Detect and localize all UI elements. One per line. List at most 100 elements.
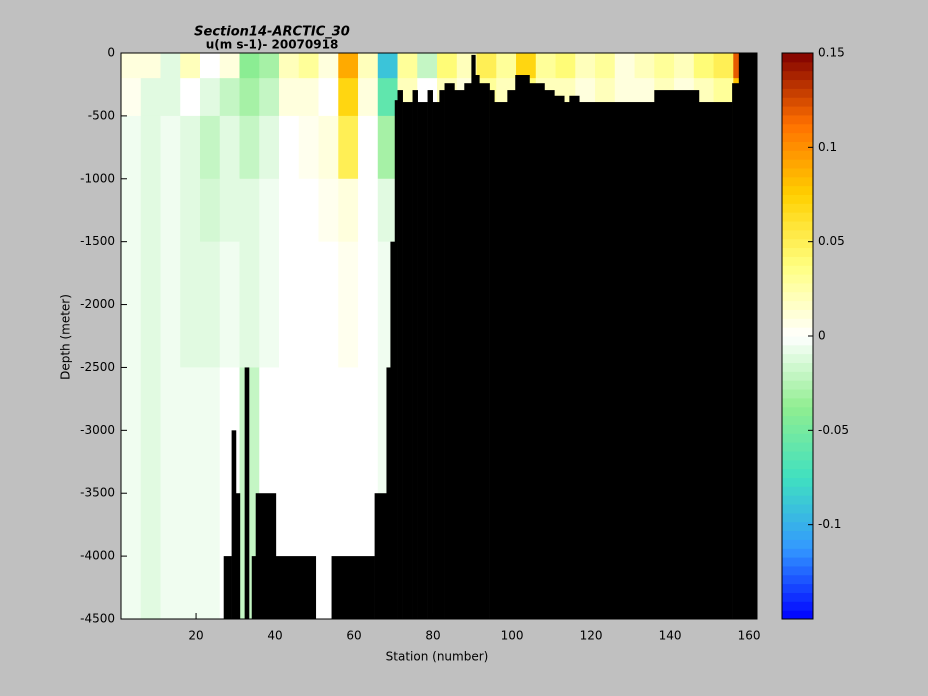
colorbar-step (782, 601, 813, 611)
cell (200, 53, 221, 79)
colorbar-tick-label: 0.1 (818, 140, 837, 154)
colorbar-step (782, 247, 813, 257)
colorbar-step (782, 495, 813, 505)
colorbar-step (782, 300, 813, 310)
cell (377, 115, 399, 180)
colorbar-step (782, 477, 813, 487)
cell (338, 53, 359, 79)
sea-floor (244, 367, 250, 619)
cell (338, 78, 359, 117)
sea-floor (444, 83, 455, 620)
colorbar-step (782, 167, 813, 178)
colorbar-step (782, 415, 813, 425)
colorbar-step (782, 557, 813, 567)
cell (140, 367, 162, 620)
colorbar-step (782, 530, 813, 540)
sea-floor (235, 493, 241, 619)
cell (180, 241, 201, 368)
cell (377, 78, 399, 117)
cell (654, 53, 675, 79)
cell (575, 53, 596, 79)
cell (298, 178, 320, 243)
sea-floor (412, 90, 418, 620)
cell (259, 115, 280, 180)
cell (358, 241, 379, 368)
x-tick-label: 140 (659, 629, 682, 643)
colorbar-step (782, 97, 813, 107)
cell (239, 115, 260, 180)
cell (298, 53, 320, 79)
y-tick-label: 0 (107, 46, 115, 60)
colorbar-step (782, 433, 813, 443)
cell (200, 241, 221, 368)
sea-floor (507, 90, 516, 620)
colorbar-step (782, 397, 813, 408)
cell (377, 178, 399, 243)
colorbar-tick-label: 0.05 (818, 234, 845, 248)
cell (437, 53, 458, 79)
cell (160, 178, 181, 243)
colorbar-step (782, 353, 813, 364)
cell (239, 53, 260, 79)
y-tick-label: -3000 (80, 423, 115, 437)
cell (279, 53, 300, 79)
y-axis-label: Depth (meter) (59, 294, 73, 380)
colorbar-step (782, 450, 813, 461)
colorbar-step (782, 486, 813, 496)
sea-floor (402, 102, 413, 619)
cell (693, 53, 715, 79)
colorbar-step (782, 176, 813, 187)
cell (219, 53, 241, 79)
cell (219, 178, 241, 243)
colorbar-step (782, 265, 813, 275)
field (121, 53, 754, 620)
cell (279, 178, 300, 243)
cell (140, 115, 162, 180)
colorbar-step (782, 327, 813, 337)
colorbar-step (782, 106, 813, 116)
sea-floor (255, 493, 277, 619)
colorbar-step (782, 548, 813, 558)
colorbar-step (782, 114, 813, 125)
sea-floor (569, 95, 580, 619)
colorbar-tick-label: -0.1 (818, 517, 841, 531)
cell (160, 367, 181, 620)
sea-floor (464, 83, 472, 620)
sea-floor (374, 493, 387, 619)
axes: 20 40 60 80 100 120 140 160 0 -500 -1000 -1500 -2000… (80, 46, 760, 643)
sea-floor (386, 367, 391, 619)
cell (121, 53, 142, 79)
sea-floor (231, 430, 237, 619)
cell (674, 53, 695, 79)
cell (358, 178, 379, 243)
cell (318, 241, 339, 368)
x-tick-label: 80 (425, 629, 440, 643)
cell (180, 367, 201, 620)
y-tick-label: -3500 (80, 486, 115, 500)
sea-floor (564, 102, 570, 619)
cell (121, 115, 142, 180)
colorbar-step (782, 61, 813, 72)
colorbar-step (782, 344, 813, 355)
colorbar-step (782, 282, 813, 293)
colorbar-step (782, 150, 813, 160)
colorbar-step (782, 442, 813, 452)
cell (200, 115, 221, 180)
y-tick-label: -2000 (80, 297, 115, 311)
cell (121, 178, 142, 243)
colorbar-step (782, 336, 813, 346)
colorbar-tick-label: -0.05 (818, 423, 849, 437)
cell (397, 53, 418, 79)
y-tick-label: -2500 (80, 360, 115, 374)
colorbar-step (782, 194, 813, 204)
cell (259, 78, 280, 117)
sea-floor (738, 53, 758, 619)
cell (140, 78, 162, 117)
sea-floor (654, 90, 700, 620)
colorbar-step (782, 380, 813, 390)
cell (279, 241, 300, 368)
colorbar-step (782, 291, 813, 302)
sea-floor (489, 90, 495, 620)
chart-title: Section14-ARCTIC_30 (194, 25, 350, 40)
